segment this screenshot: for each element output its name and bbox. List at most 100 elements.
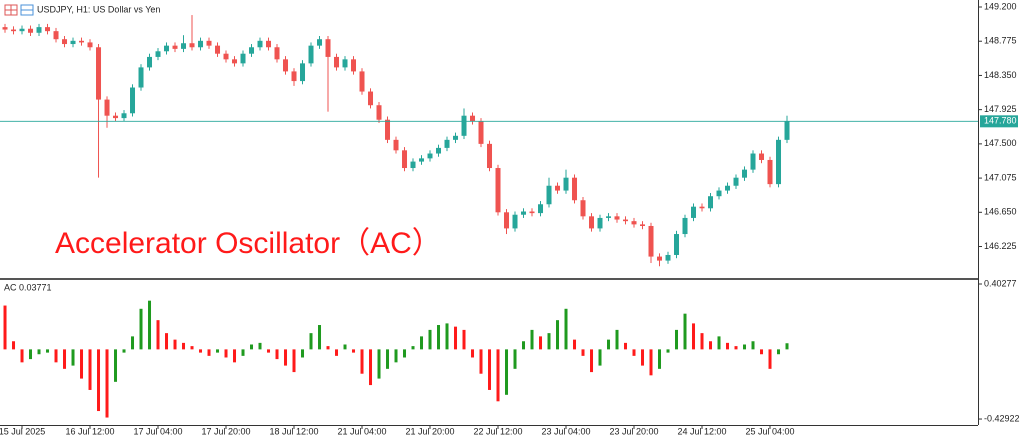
candle-body xyxy=(742,169,748,178)
oscillator-bar xyxy=(275,349,279,360)
annotation: Accelerator Oscillator（AC） xyxy=(55,227,442,260)
oscillator-bar xyxy=(751,341,755,350)
candle-body xyxy=(674,234,680,255)
oscillator-bar xyxy=(199,349,203,353)
candle-body xyxy=(45,27,51,32)
oscillator-bar xyxy=(717,336,721,350)
x-tick-label: 17 Jul 04:00 xyxy=(133,426,182,436)
candle-body xyxy=(28,28,34,33)
oscillator-bar xyxy=(743,344,747,350)
oscillator-bar xyxy=(386,349,390,369)
candle-body xyxy=(36,27,42,33)
oscillator-bar xyxy=(207,349,211,356)
oscillator-bar xyxy=(241,349,245,356)
candle-body xyxy=(11,29,17,32)
oscillator-bar xyxy=(598,349,602,366)
candle-body xyxy=(79,40,85,43)
oscillator-bar xyxy=(105,349,109,418)
candle-body xyxy=(291,71,297,82)
candle-body xyxy=(240,53,246,64)
oscillator-bar xyxy=(471,349,475,358)
candle-body xyxy=(563,177,569,191)
candle-body xyxy=(708,196,714,209)
oscillator-bar xyxy=(428,329,432,350)
oscillator-bar xyxy=(454,326,458,350)
candle-body xyxy=(461,115,467,136)
candle-body xyxy=(436,147,442,154)
oscillator-bar xyxy=(63,349,67,369)
x-tick-label: 22 Jul 12:00 xyxy=(473,426,522,436)
candle-body xyxy=(631,221,637,225)
oscillator-bar xyxy=(12,341,16,350)
oscillator-bar xyxy=(301,349,305,358)
candle-body xyxy=(733,177,739,186)
x-tick-label: 24 Jul 12:00 xyxy=(677,426,726,436)
oscillator-bar xyxy=(505,349,509,395)
candle-body xyxy=(691,206,697,218)
x-tick-label: 15 Jul 2025 xyxy=(0,426,45,436)
candle-body xyxy=(699,206,705,209)
oscillator-bar xyxy=(445,323,449,350)
oscillator-bar xyxy=(683,313,687,350)
candle-body xyxy=(750,153,756,170)
candle-body xyxy=(767,159,773,185)
candle-body xyxy=(470,115,476,122)
candle-body xyxy=(640,224,646,226)
oscillator-bar xyxy=(97,349,101,412)
oscillator-bar xyxy=(250,344,254,350)
oscillator-bar xyxy=(539,336,543,350)
oscillator-bar xyxy=(360,349,364,374)
candle-body xyxy=(623,219,629,222)
oscillator-bar xyxy=(573,339,577,350)
oscillator-bar xyxy=(131,336,135,350)
candle-body xyxy=(402,150,408,169)
y-tick-label: -0.42922 xyxy=(984,413,1020,423)
oscillator-bar xyxy=(309,333,313,350)
candle-body xyxy=(96,47,102,100)
candle-body xyxy=(504,212,510,229)
oscillator-bar xyxy=(139,308,143,350)
candle-body xyxy=(206,40,212,46)
oscillator-bar xyxy=(581,349,585,356)
oscillator-bar xyxy=(352,349,356,353)
candle-body xyxy=(113,115,119,119)
oscillator-bar xyxy=(615,329,619,350)
candle-body xyxy=(351,59,357,72)
candle-body xyxy=(215,45,221,54)
x-tick-label: 16 Jul 12:00 xyxy=(65,426,114,436)
candle-body xyxy=(317,39,323,46)
candle-body xyxy=(300,63,306,82)
oscillator-bar xyxy=(734,346,738,350)
indicator-title: AC 0.03771 xyxy=(4,282,52,292)
candle-body xyxy=(334,56,340,68)
y-tick-label: 147.500 xyxy=(984,138,1017,148)
candle-body xyxy=(444,139,450,148)
y-tick-label: 149.200 xyxy=(984,1,1017,11)
oscillator-bar xyxy=(326,346,330,350)
candle-body xyxy=(274,47,280,60)
candle-body xyxy=(172,45,178,49)
x-tick-label: 18 Jul 12:00 xyxy=(269,426,318,436)
candle-body xyxy=(232,59,238,64)
current-price-label: 147.780 xyxy=(984,116,1017,126)
oscillator-bar xyxy=(165,333,169,350)
oscillator-bar xyxy=(641,349,645,366)
oscillator-bar xyxy=(700,333,704,350)
candle-body xyxy=(266,40,272,48)
oscillator-bar xyxy=(666,349,670,353)
x-tick-label: 25 Jul 04:00 xyxy=(745,426,794,436)
candle-body xyxy=(155,51,161,57)
candle-body xyxy=(138,67,144,88)
candle-body xyxy=(19,28,25,32)
candle-body xyxy=(784,121,790,140)
candle-body xyxy=(104,99,110,116)
oscillator-bar xyxy=(564,308,568,350)
candle-body xyxy=(546,185,552,205)
candle-body xyxy=(359,71,365,92)
candle-body xyxy=(70,40,76,45)
oscillator-bar xyxy=(377,349,381,379)
oscillator-bar xyxy=(71,349,75,366)
oscillator-bar xyxy=(3,305,7,350)
